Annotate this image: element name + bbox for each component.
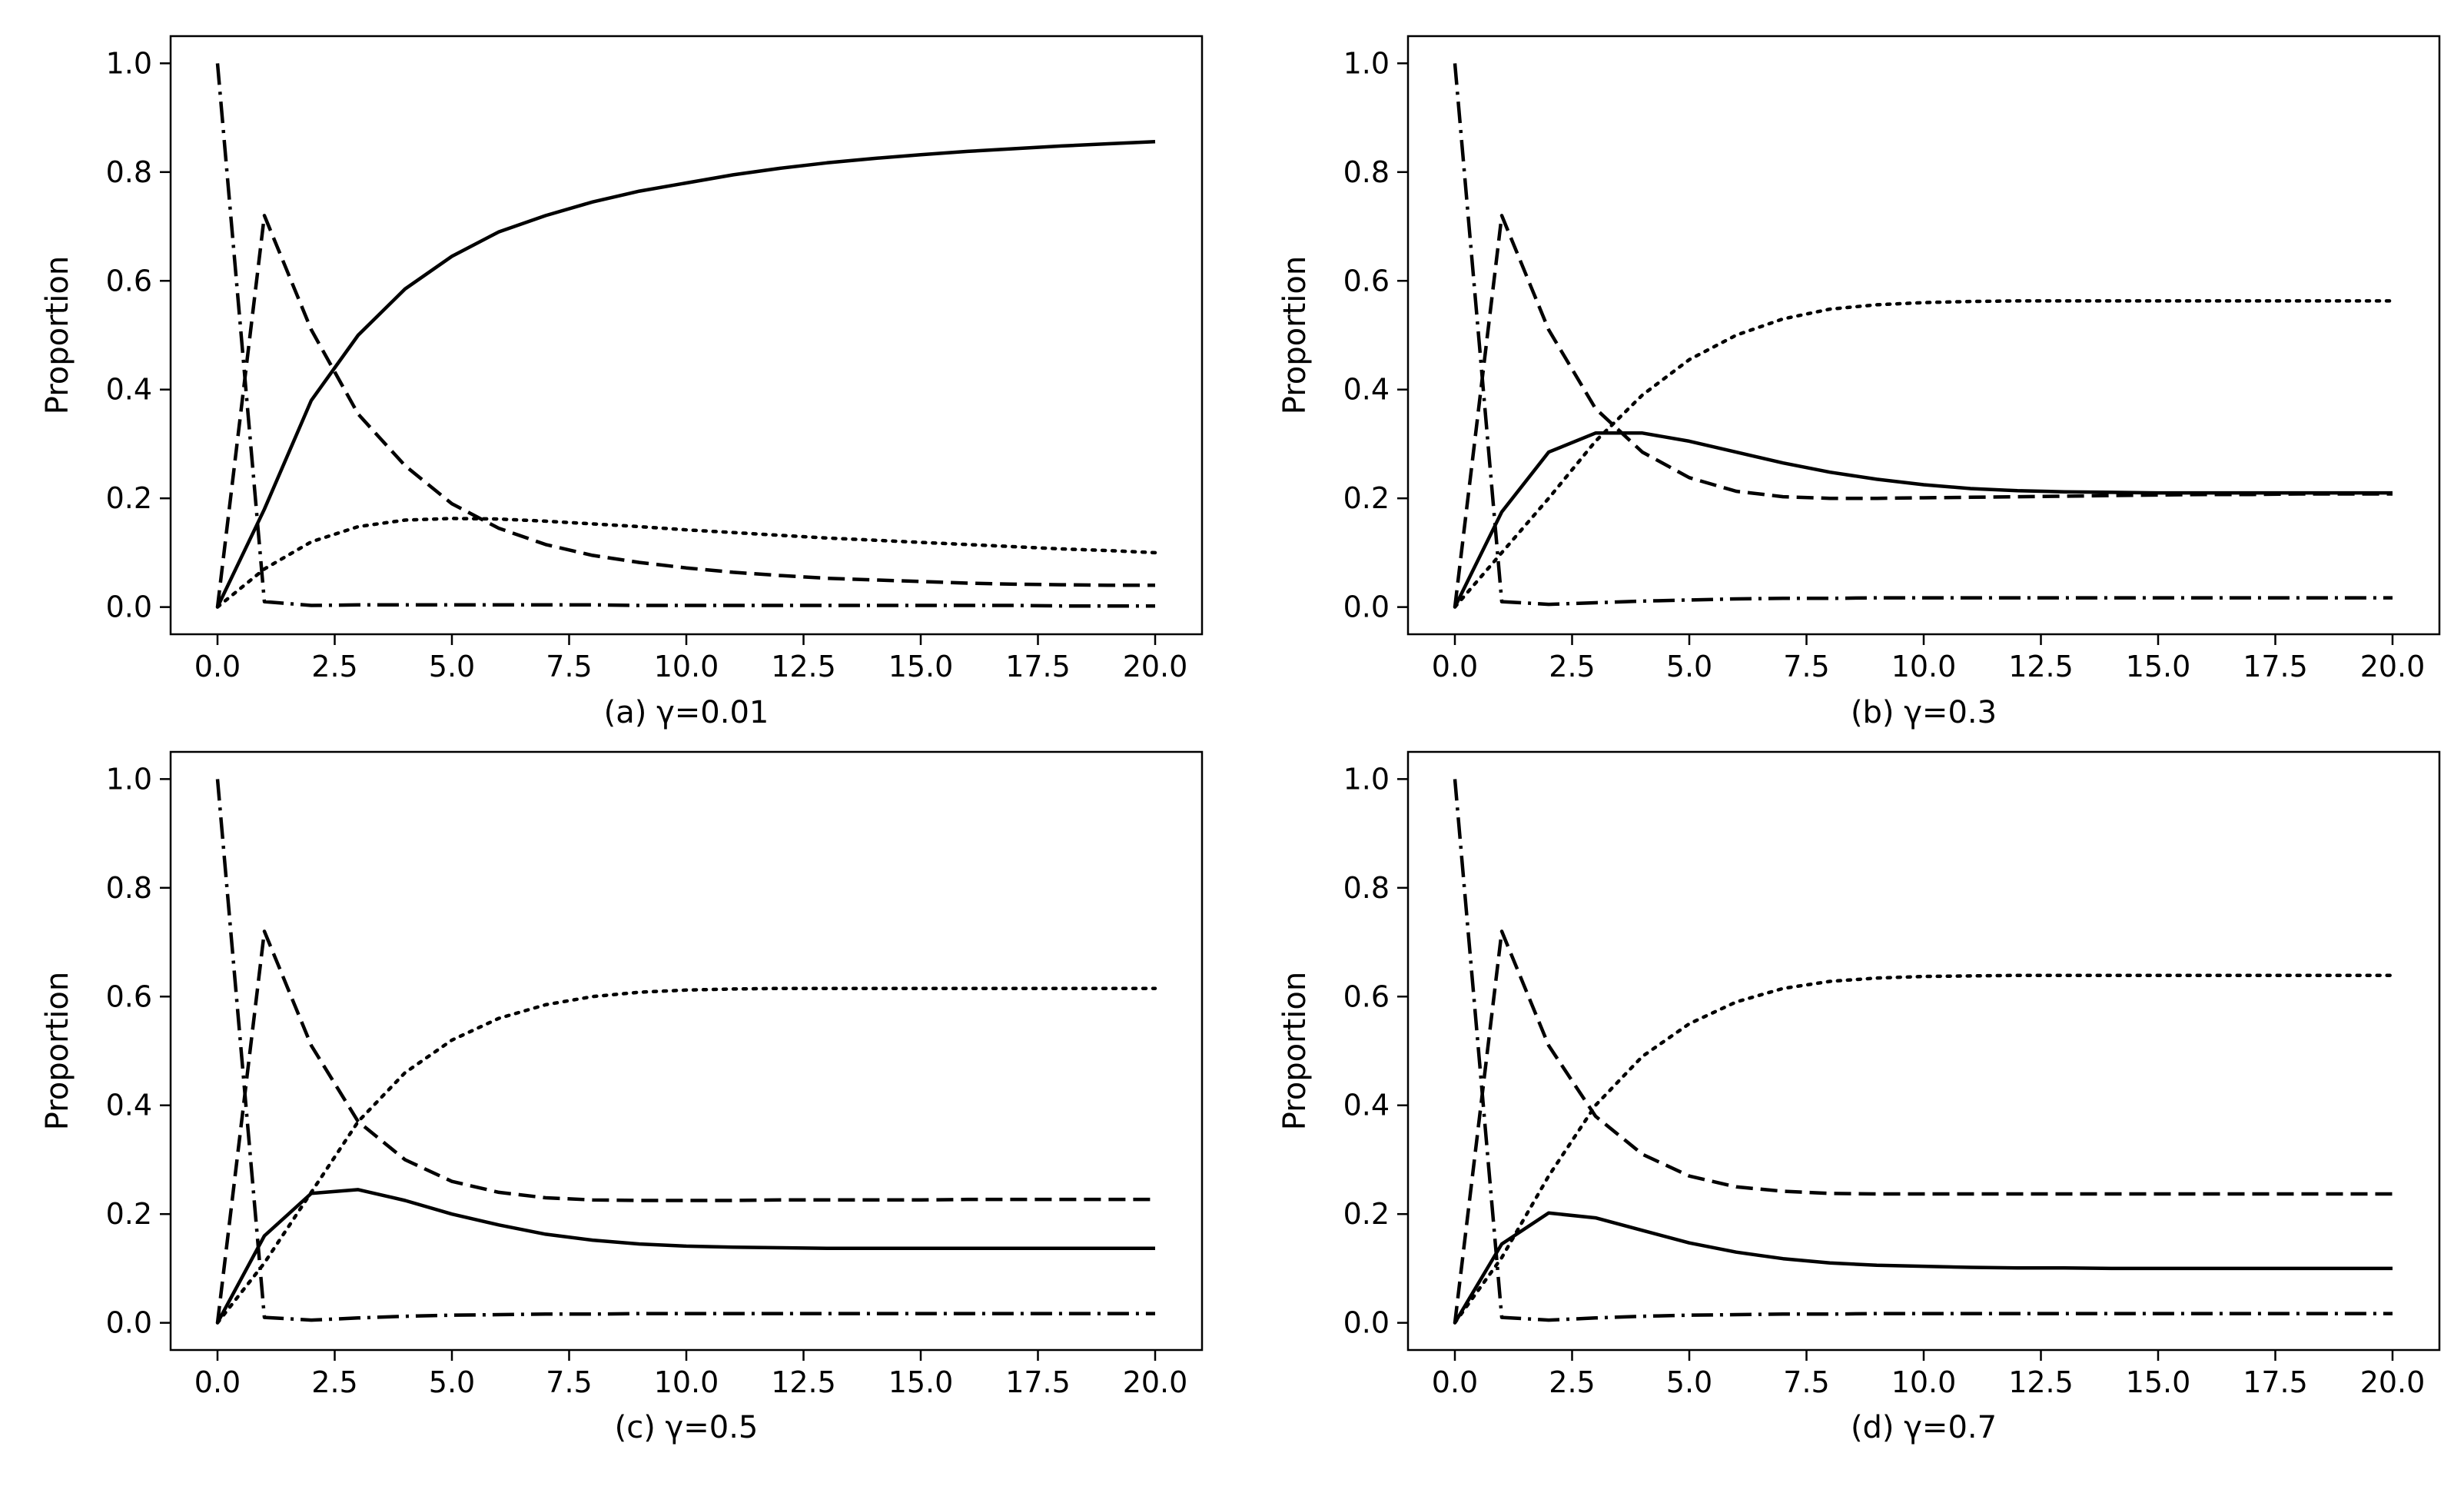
series-line-dashed (215, 214, 1155, 607)
series-line-dotted (215, 986, 1157, 1325)
series-line-solid (215, 139, 1156, 608)
y-axis-label: Proportion (40, 972, 75, 1130)
panel-caption: (d) γ=0.7 (1851, 1410, 1997, 1445)
x-tick-label: 12.5 (2008, 650, 2074, 683)
x-tick-label: 2.5 (311, 1365, 357, 1399)
plot-frame (169, 750, 1204, 1352)
chart-panel-2: 0.0 2.5 5.0 7.5 10.0 12.5 15.0 17.5 20.0 0.0 0.2 0.… (1277, 35, 2441, 730)
panel-caption: (a) γ=0.01 (604, 695, 769, 730)
x-tick-label: 20.0 (2360, 1365, 2426, 1399)
y-tick-label: 0.4 (1343, 1089, 1390, 1122)
y-tick-label: 0.6 (106, 264, 152, 298)
y-tick-label: 1.0 (106, 762, 152, 796)
x-tick-label: 7.5 (546, 1365, 592, 1399)
series-line-dashdot (215, 779, 1155, 1322)
panel-caption: (b) γ=0.3 (1851, 695, 1997, 730)
series-line-dotted (215, 517, 1157, 609)
y-tick-label: 0.2 (1343, 481, 1390, 515)
y-tick-label: 0.2 (1343, 1197, 1390, 1231)
chart-panel-4: 0.0 2.5 5.0 7.5 10.0 12.5 15.0 17.5 20.0 0.0 0.2 0.… (1277, 750, 2441, 1445)
chart-panel-1: 0.0 2.5 5.0 7.5 10.0 12.5 15.0 17.5 20.0 0.0 0.2 0.… (40, 35, 1204, 730)
x-tick-label: 10.0 (1891, 650, 1957, 683)
x-tick-label: 20.0 (2360, 650, 2426, 683)
series-line-dashdot (1453, 779, 2393, 1322)
x-tick-label: 10.0 (1891, 1365, 1957, 1399)
x-tick-label: 20.0 (1123, 1365, 1188, 1399)
plot-frame (1406, 35, 2441, 636)
chart-panel-3: 0.0 2.5 5.0 7.5 10.0 12.5 15.0 17.5 20.0 0.0 0.2 0.… (40, 750, 1204, 1445)
x-tick-label: 12.5 (771, 1365, 836, 1399)
x-tick-label: 12.5 (771, 650, 836, 683)
y-tick-label: 1.0 (1343, 46, 1390, 80)
x-tick-label: 2.5 (311, 650, 357, 683)
x-tick-label: 0.0 (194, 650, 241, 683)
y-tick-label: 0.2 (106, 1197, 152, 1231)
x-tick-label: 17.5 (2243, 650, 2308, 683)
panel-caption: (c) γ=0.5 (615, 1410, 759, 1445)
y-tick-label: 0.4 (106, 373, 152, 407)
y-tick-label: 0.2 (106, 481, 152, 515)
x-tick-label: 7.5 (1783, 650, 1829, 683)
series-line-dashdot (1453, 63, 2393, 607)
y-tick-label: 0.6 (1343, 979, 1390, 1013)
x-tick-label: 0.0 (1432, 650, 1478, 683)
x-tick-label: 12.5 (2008, 1365, 2074, 1399)
series-line-dashed (1453, 929, 2393, 1323)
y-tick-label: 0.0 (1343, 1306, 1390, 1340)
x-tick-label: 2.5 (1549, 650, 1595, 683)
series-line-dashed (215, 929, 1155, 1323)
x-tick-label: 20.0 (1123, 650, 1188, 683)
x-tick-label: 5.0 (429, 1365, 475, 1399)
x-tick-label: 10.0 (654, 1365, 719, 1399)
y-axis-label: Proportion (40, 256, 75, 414)
y-tick-label: 1.0 (106, 46, 152, 80)
x-tick-label: 15.0 (2126, 1365, 2191, 1399)
x-tick-label: 0.0 (1432, 1365, 1478, 1399)
x-tick-label: 5.0 (1666, 650, 1712, 683)
x-tick-label: 15.0 (888, 650, 954, 683)
y-tick-label: 0.4 (106, 1089, 152, 1122)
y-tick-label: 1.0 (1343, 762, 1390, 796)
x-tick-label: 10.0 (654, 650, 719, 683)
x-tick-label: 5.0 (1666, 1365, 1712, 1399)
y-axis-label: Proportion (1277, 256, 1313, 414)
y-tick-label: 0.8 (106, 871, 152, 905)
series-line-solid (1453, 431, 2393, 608)
series-line-dashdot (215, 63, 1155, 608)
series-line-solid (1453, 1211, 2393, 1324)
x-tick-label: 17.5 (1005, 1365, 1071, 1399)
x-tick-label: 15.0 (888, 1365, 954, 1399)
x-tick-label: 0.0 (194, 1365, 241, 1399)
x-tick-label: 17.5 (1005, 650, 1071, 683)
y-tick-label: 0.6 (1343, 264, 1390, 298)
y-tick-label: 0.8 (106, 155, 152, 189)
x-tick-label: 17.5 (2243, 1365, 2308, 1399)
plot-frame (1406, 750, 2441, 1352)
x-tick-label: 2.5 (1549, 1365, 1595, 1399)
y-tick-label: 0.4 (1343, 373, 1390, 407)
x-tick-label: 5.0 (429, 650, 475, 683)
y-tick-label: 0.6 (106, 979, 152, 1013)
y-tick-label: 0.8 (1343, 155, 1390, 189)
y-tick-label: 0.8 (1343, 871, 1390, 905)
y-tick-label: 0.0 (106, 590, 152, 624)
x-tick-label: 7.5 (546, 650, 592, 683)
y-tick-label: 0.0 (1343, 590, 1390, 624)
plot-frame (169, 35, 1204, 636)
series-line-solid (216, 1188, 1155, 1324)
series-line-dotted (1453, 299, 2395, 609)
series-line-dotted (1453, 973, 2395, 1325)
y-axis-label: Proportion (1277, 972, 1313, 1130)
x-tick-label: 15.0 (2126, 650, 2191, 683)
series-line-dashed (1453, 214, 2393, 607)
x-tick-label: 7.5 (1783, 1365, 1829, 1399)
y-tick-label: 0.0 (106, 1306, 152, 1340)
